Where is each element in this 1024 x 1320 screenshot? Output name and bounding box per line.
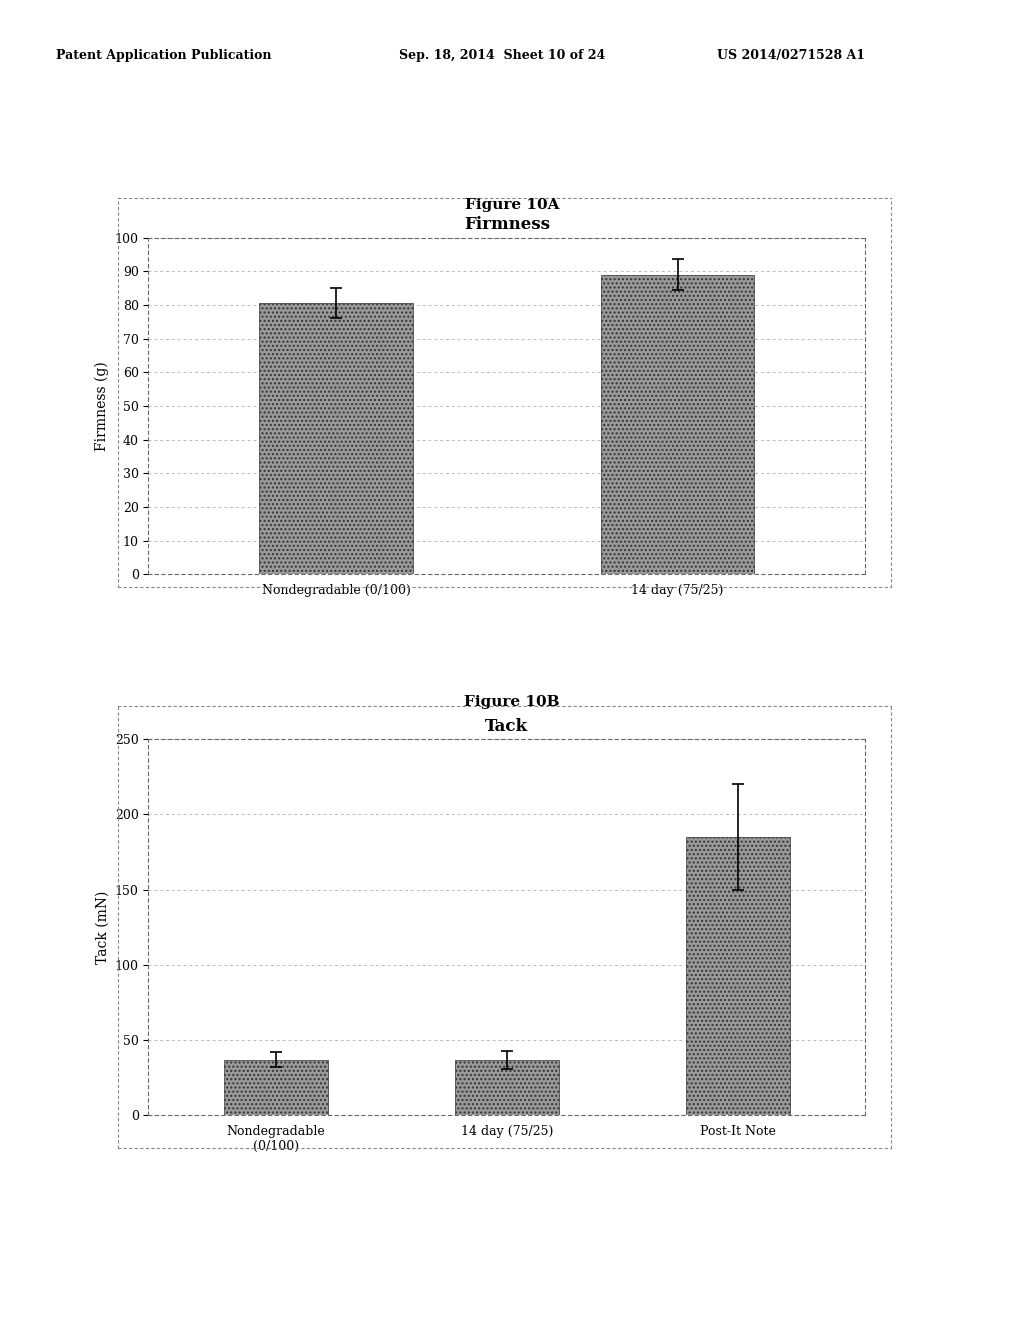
Text: Figure 10B: Figure 10B: [464, 696, 560, 709]
Y-axis label: Firmness (g): Firmness (g): [95, 362, 110, 450]
Text: Patent Application Publication: Patent Application Publication: [56, 49, 271, 62]
Text: US 2014/0271528 A1: US 2014/0271528 A1: [717, 49, 865, 62]
Title: Tack: Tack: [485, 718, 528, 735]
Text: Figure 10A: Figure 10A: [465, 198, 559, 211]
Text: Sep. 18, 2014  Sheet 10 of 24: Sep. 18, 2014 Sheet 10 of 24: [399, 49, 605, 62]
Bar: [686, 837, 791, 1115]
Title: Firmness: Firmness: [464, 216, 550, 234]
Bar: [223, 1060, 328, 1115]
Bar: [455, 1060, 559, 1115]
Y-axis label: Tack (mN): Tack (mN): [95, 891, 110, 964]
Bar: [259, 304, 413, 574]
Bar: [601, 275, 755, 574]
